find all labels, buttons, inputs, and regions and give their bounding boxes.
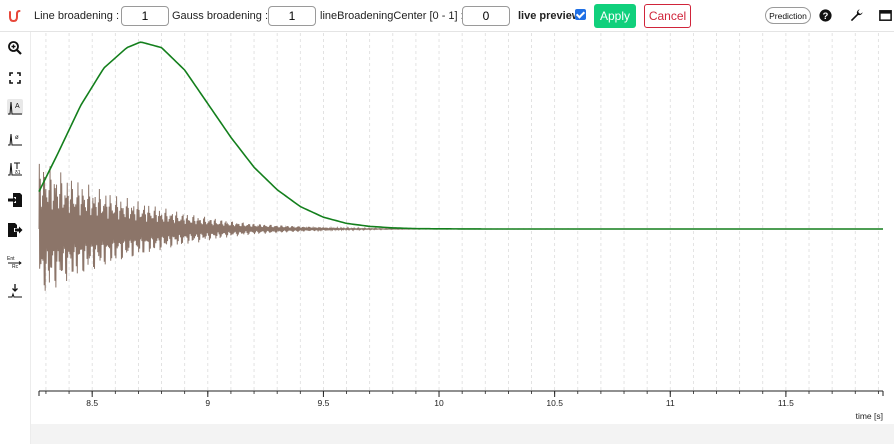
fid-series (38, 163, 883, 291)
svg-text:A: A (15, 103, 20, 110)
chart-canvas[interactable]: 8.5 9 9.5 10 10.5 11 11.5 time [s] (31, 33, 894, 424)
integral-icon[interactable]: ø (7, 130, 23, 146)
window-function-series (38, 41, 883, 230)
peak-picking-icon[interactable]: A (7, 99, 23, 115)
nmrium-logo-icon (9, 10, 21, 23)
svg-text:Ent: Ent (7, 256, 15, 262)
svg-text:?: ? (823, 11, 829, 21)
gauss-broadening-label: Gauss broadening : (172, 10, 269, 22)
svg-text:Rc: Rc (12, 264, 19, 270)
x-tick-label: 8.5 (86, 398, 98, 408)
x-tick-label: 11 (666, 398, 675, 408)
x-tick-label: 10.5 (546, 398, 563, 408)
ranges-icon[interactable]: δ1 (7, 160, 23, 176)
grid-lines (45, 33, 879, 391)
bottom-panel-strip (31, 424, 894, 444)
x-tick-label: 9.5 (318, 398, 330, 408)
zoom-in-icon[interactable] (7, 40, 23, 56)
svg-text:δ1: δ1 (15, 170, 21, 176)
apply-button[interactable]: Apply (594, 4, 636, 28)
zero-filling-icon[interactable] (7, 283, 23, 299)
window-function-line (38, 41, 883, 230)
svg-text:ø: ø (15, 135, 19, 141)
fid-line (38, 163, 883, 291)
export-icon[interactable] (7, 222, 23, 238)
tools-sidebar: A ø δ1 Ent Rc (0, 32, 31, 444)
x-tick-label: 9 (205, 398, 210, 408)
full-screen-icon[interactable] (7, 70, 23, 86)
help-circle-icon[interactable]: ? (818, 8, 833, 23)
filter-toolbar: Line broadening : Gauss broadening : lin… (0, 0, 894, 32)
cancel-button[interactable]: Cancel (644, 4, 691, 28)
line-broadening-label: Line broadening : (34, 10, 120, 22)
line-broadening-center-input[interactable] (462, 6, 510, 26)
x-axis-label: time [s] (856, 411, 883, 421)
window-icon[interactable] (878, 8, 893, 23)
x-tick-label: 10 (434, 398, 444, 408)
spectrum-chart[interactable]: 8.5 9 9.5 10 10.5 11 11.5 time [s] (31, 33, 894, 424)
live-preview-label: live preview (518, 10, 581, 22)
x-tick-label: 11.5 (778, 398, 794, 408)
x-axis: 8.5 9 9.5 10 10.5 11 11.5 (38, 390, 884, 408)
import-icon[interactable] (7, 192, 23, 208)
line-broadening-input[interactable] (121, 6, 169, 26)
apodization-icon[interactable]: Ent Rc (7, 254, 23, 270)
gauss-broadening-input[interactable] (268, 6, 316, 26)
live-preview-checkbox[interactable] (575, 9, 586, 20)
line-broadening-center-label: lineBroadeningCenter [0 - 1] : (320, 10, 464, 22)
prediction-button[interactable]: Prediction (765, 7, 811, 24)
wrench-icon[interactable] (849, 8, 864, 23)
